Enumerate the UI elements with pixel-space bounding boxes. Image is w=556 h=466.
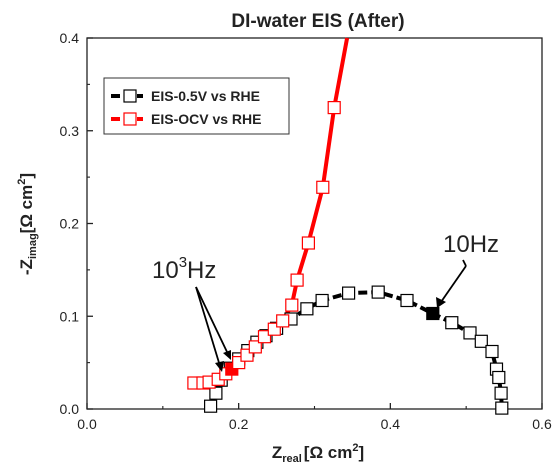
data-point-series-0-12 xyxy=(342,286,356,300)
x-tick-label-3: 0.6 xyxy=(532,416,552,432)
x-tick-label-0: 0.0 xyxy=(77,416,97,432)
annotation-10hz-arrow-shaft xyxy=(440,265,467,303)
y-tick-label-3: 0.3 xyxy=(60,123,80,139)
annotation-1e3hz-label: 103Hz xyxy=(152,254,216,284)
data-point-series-1-9 xyxy=(257,330,272,344)
y-tick-label-4: 0.4 xyxy=(60,30,80,46)
legend-label-eis-ocv: EIS-OCV vs RHE xyxy=(151,111,261,127)
x-tick-label-2: 0.4 xyxy=(381,416,401,432)
data-point-series-0-17 xyxy=(463,326,477,340)
data-point-series-0-16 xyxy=(445,316,459,330)
x-tick-label-1: 0.2 xyxy=(229,416,249,432)
data-point-series-0-10 xyxy=(300,302,314,316)
axis-ticks xyxy=(86,37,543,410)
x-axis-label: Zreal [Ω cm2] xyxy=(272,442,364,465)
data-point-series-1-15 xyxy=(316,180,330,194)
data-point-series-0-1 xyxy=(209,386,223,400)
data-point-series-0-22 xyxy=(494,386,508,400)
annotation-10hz-label: 10Hz xyxy=(443,231,499,258)
annotation-1e3hz-arrowhead-a xyxy=(215,361,224,372)
data-point-series-1-13 xyxy=(290,273,304,287)
data-point-series-0-0 xyxy=(204,399,218,413)
y-tick-label-1: 0.1 xyxy=(60,308,80,324)
annotation-10hz: 10Hz xyxy=(436,231,499,308)
data-point-series-0-18 xyxy=(474,334,488,348)
data-point-series-0-23 xyxy=(495,401,509,415)
highlight-point-series-0 xyxy=(426,306,440,321)
annotation-1e3hz-arrowhead-b xyxy=(223,350,231,360)
annotation-1e3hz: 103Hz xyxy=(152,254,231,372)
data-point-series-0-14 xyxy=(400,293,414,308)
legend: EIS-0.5V vs RHE EIS-OCV vs RHE xyxy=(103,77,290,135)
y-tick-label-2: 0.2 xyxy=(60,216,80,232)
chart-title: DI-water EIS (After) xyxy=(231,11,404,32)
annotation-10hz-arrowhead xyxy=(436,297,446,308)
data-point-series-0-13 xyxy=(371,285,385,299)
data-point-series-0-19 xyxy=(485,344,499,359)
data-point-series-0-21 xyxy=(492,370,506,385)
legend-label-eis-0.5v: EIS-0.5V vs RHE xyxy=(151,88,260,104)
series-markers xyxy=(187,100,509,415)
annotation-1e3hz-arrow-a xyxy=(195,286,221,367)
data-point-series-0-11 xyxy=(315,293,329,308)
legend-marker-eis-ocv xyxy=(123,112,137,126)
annotation-1e3hz-arrow-b xyxy=(195,286,229,355)
data-point-series-1-14 xyxy=(301,236,315,250)
data-point-series-1-11 xyxy=(276,314,290,328)
y-tick-label-0: 0.0 xyxy=(60,401,80,417)
plot-area: 0.0 0.2 0.4 0.6 0.0 0.1 0.2 0.3 0.4 xyxy=(60,30,552,432)
data-point-series-1-12 xyxy=(285,298,299,312)
annotation-10hz-arrow xyxy=(462,259,467,267)
data-point-series-1-16 xyxy=(327,100,341,115)
y-axis-label: -Zimag[Ω cm2] xyxy=(16,173,39,275)
axis-tick-labels: 0.0 0.2 0.4 0.6 0.0 0.1 0.2 0.3 0.4 xyxy=(60,30,552,432)
legend-marker-eis-0.5v xyxy=(123,89,137,103)
data-point-series-1-8 xyxy=(248,340,262,354)
